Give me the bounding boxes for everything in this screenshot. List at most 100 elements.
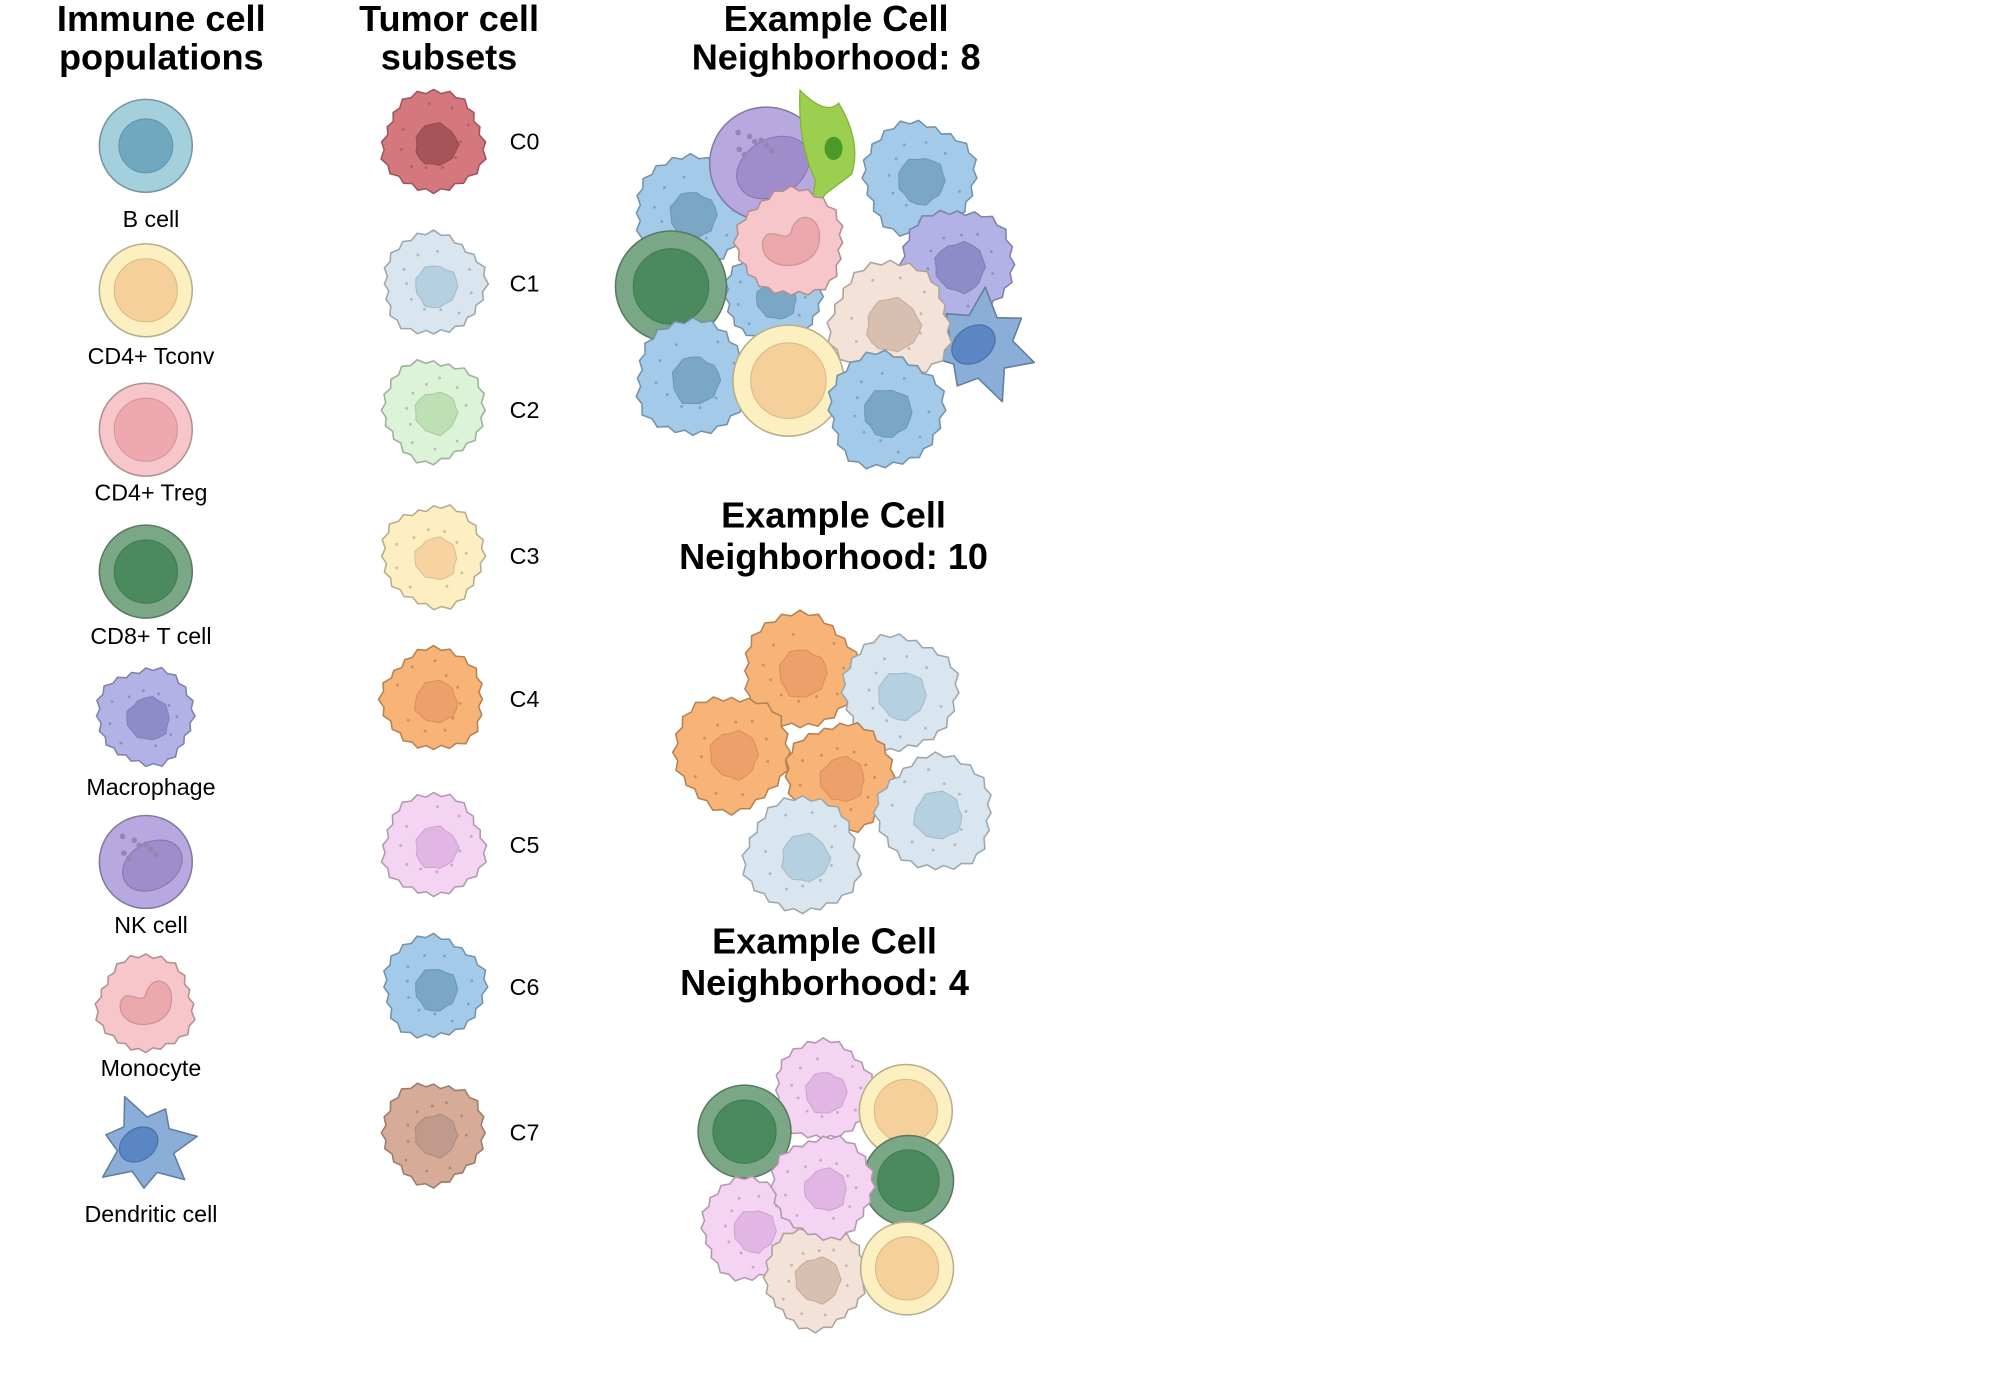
granule xyxy=(736,146,743,153)
speck xyxy=(918,435,922,439)
speck xyxy=(801,1252,805,1255)
speck xyxy=(409,297,413,301)
speck xyxy=(835,692,839,696)
immune-title: Immune cell xyxy=(57,0,266,39)
speck xyxy=(396,683,399,687)
speck xyxy=(405,862,409,866)
nucleus xyxy=(873,1078,938,1144)
speck xyxy=(925,666,928,669)
cell xyxy=(859,1221,955,1316)
speck xyxy=(820,1115,824,1118)
speck xyxy=(703,736,706,740)
speck xyxy=(976,232,979,236)
tumor-title: Tumor cell xyxy=(359,0,539,39)
nucleus xyxy=(709,729,760,781)
speck xyxy=(404,1158,408,1162)
nucleus xyxy=(819,755,865,802)
granule xyxy=(136,842,143,849)
granule xyxy=(126,855,132,862)
granule xyxy=(142,841,149,847)
speck xyxy=(448,1166,452,1170)
cell xyxy=(380,88,487,195)
speck xyxy=(464,404,468,407)
speck xyxy=(395,542,399,546)
speck xyxy=(829,864,833,867)
speck xyxy=(964,809,968,813)
speck xyxy=(415,1110,419,1114)
speck xyxy=(459,140,462,144)
nucleus xyxy=(874,1236,940,1301)
speck xyxy=(157,692,160,696)
speck xyxy=(400,147,403,151)
speck xyxy=(769,678,773,682)
speck xyxy=(953,843,957,846)
neighborhood-title: Neighborhood: 4 xyxy=(680,962,969,1003)
speck xyxy=(723,1224,727,1228)
nucleus xyxy=(794,1256,842,1305)
speck xyxy=(167,703,171,707)
speck xyxy=(764,850,768,853)
speck xyxy=(443,954,446,958)
speck xyxy=(902,143,906,147)
granule xyxy=(148,846,154,853)
speck xyxy=(416,253,420,257)
nucleus xyxy=(878,672,927,722)
speck xyxy=(854,340,858,343)
tumor-label: C3 xyxy=(510,543,540,569)
speck xyxy=(786,1170,790,1174)
speck xyxy=(854,1186,858,1190)
neighborhood-title: Neighborhood: 8 xyxy=(692,37,981,78)
nucleus xyxy=(898,158,946,206)
speck xyxy=(438,376,442,380)
cell xyxy=(872,751,992,871)
cell xyxy=(741,795,863,915)
granule xyxy=(153,851,159,858)
speck xyxy=(898,276,902,280)
speck xyxy=(848,1205,852,1208)
speck xyxy=(855,396,859,400)
speck xyxy=(705,236,708,240)
granule xyxy=(768,147,775,154)
speck xyxy=(832,1248,836,1252)
cell xyxy=(95,666,196,768)
speck xyxy=(430,1104,434,1108)
speck xyxy=(787,1279,791,1283)
speck xyxy=(741,793,745,797)
speck xyxy=(739,280,742,284)
speck xyxy=(467,1002,470,1006)
speck xyxy=(458,701,462,705)
speck xyxy=(406,965,410,968)
nucleus xyxy=(413,679,459,724)
speck xyxy=(798,783,802,787)
nucleus xyxy=(712,1099,777,1164)
speck xyxy=(433,1012,437,1016)
speck xyxy=(419,867,423,871)
speck xyxy=(853,1108,857,1112)
speck xyxy=(862,430,866,434)
neighborhood-title: Example Cell xyxy=(724,0,949,39)
speck xyxy=(467,123,470,127)
cell xyxy=(635,316,756,437)
speck xyxy=(450,1019,454,1023)
speck xyxy=(175,715,179,719)
speck xyxy=(468,267,471,271)
cell xyxy=(383,229,490,335)
speck xyxy=(464,1133,468,1137)
nucleus xyxy=(778,649,828,698)
speck xyxy=(887,173,891,177)
cell xyxy=(770,1134,876,1242)
speck xyxy=(800,1312,804,1316)
speck xyxy=(457,814,461,818)
speck xyxy=(439,308,443,312)
speck xyxy=(817,1249,821,1253)
speck xyxy=(924,726,927,730)
speck xyxy=(737,1196,741,1200)
speck xyxy=(942,236,946,240)
speck xyxy=(818,878,822,882)
nucleus xyxy=(119,980,173,1026)
speck xyxy=(399,844,403,847)
speck xyxy=(408,585,412,589)
speck xyxy=(458,849,462,853)
nucleus xyxy=(415,969,459,1012)
